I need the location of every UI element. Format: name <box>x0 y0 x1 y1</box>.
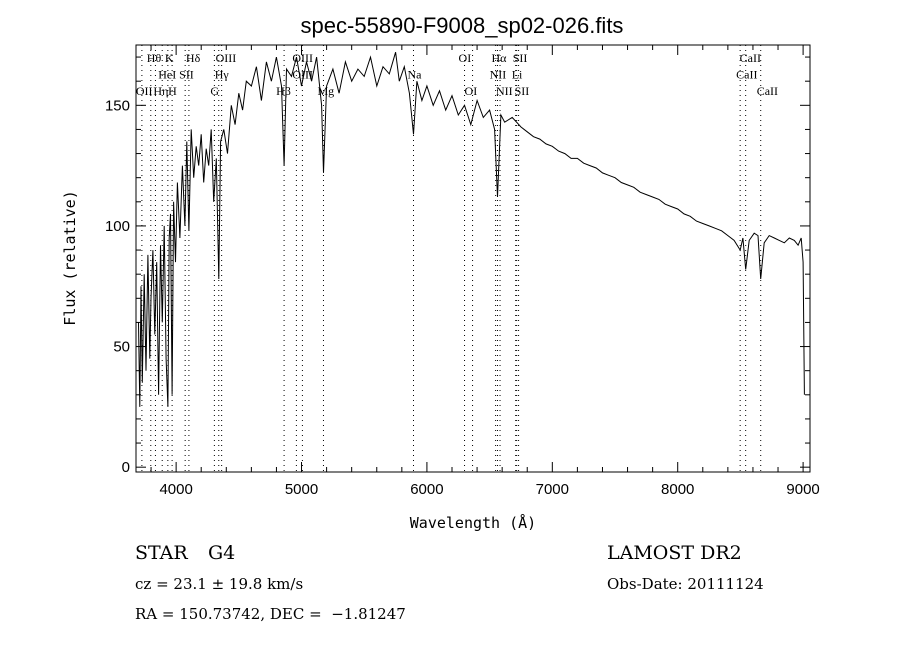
x-tick-label: 6000 <box>410 481 443 498</box>
line-label: OI <box>459 51 472 65</box>
line-label: Hβ <box>276 84 291 98</box>
x-tick-label: 8000 <box>661 481 694 498</box>
line-label: K <box>165 51 174 65</box>
line-label: CaII <box>757 84 778 98</box>
line-label: Na <box>407 68 422 82</box>
line-labels: OIIHθHηHeIKHSIIHδGHγOIIIHβOIIIOIIIMgNaOI… <box>136 51 778 98</box>
line-label: OIII <box>292 68 313 82</box>
line-label: CaII <box>736 68 757 82</box>
x-tick-label: 7000 <box>536 481 569 498</box>
x-tick-label: 9000 <box>786 481 819 498</box>
line-label: OIII <box>216 51 237 65</box>
line-label: Hγ <box>215 68 230 82</box>
axis-ticks: 4000 5000 6000 7000 8000 9000 0 50 100 150 <box>105 45 820 498</box>
line-label: OIII <box>292 51 313 65</box>
line-label: Mg <box>317 84 334 98</box>
line-label: Hδ <box>186 51 201 65</box>
line-label: Hθ <box>147 51 162 65</box>
survey-name: LAMOST DR2 <box>607 542 742 564</box>
line-label: Li <box>512 68 523 82</box>
line-label: SII <box>515 84 530 98</box>
line-label: SII <box>179 68 194 82</box>
redshift-cz: cz = 23.1 ± 19.8 km/s <box>135 575 304 593</box>
chart-title: spec-55890-F9008_sp02-026.fits <box>301 13 624 38</box>
x-tick-label: 5000 <box>285 481 318 498</box>
y-tick-label: 0 <box>122 459 130 476</box>
y-tick-label: 50 <box>113 339 130 356</box>
x-tick-label: 4000 <box>159 481 192 498</box>
line-label: NII <box>490 68 507 82</box>
line-label: SII <box>513 51 528 65</box>
line-label: HeI <box>158 68 176 82</box>
coordinates: RA = 150.73742, DEC = −1.81247 <box>135 605 406 623</box>
object-class: STAR <box>135 542 188 564</box>
obs-date: Obs-Date: 20111124 <box>607 575 764 593</box>
line-label: CaII <box>740 51 761 65</box>
spectrum-line <box>138 52 805 407</box>
line-markers <box>141 45 762 472</box>
line-label: Hη <box>153 84 168 98</box>
line-label: G <box>210 84 219 98</box>
x-axis-label: Wavelength (Å) <box>410 513 536 532</box>
line-label: OII <box>136 84 153 98</box>
line-label: Hα <box>492 51 508 65</box>
line-label: OI <box>465 84 478 98</box>
line-label: H <box>168 84 177 98</box>
y-tick-label: 150 <box>105 97 130 114</box>
plot-frame <box>135 44 811 473</box>
line-label: NII <box>496 84 513 98</box>
y-tick-label: 100 <box>105 218 130 235</box>
y-axis-label: Flux (relative) <box>61 190 79 325</box>
object-subclass: G4 <box>208 542 236 564</box>
